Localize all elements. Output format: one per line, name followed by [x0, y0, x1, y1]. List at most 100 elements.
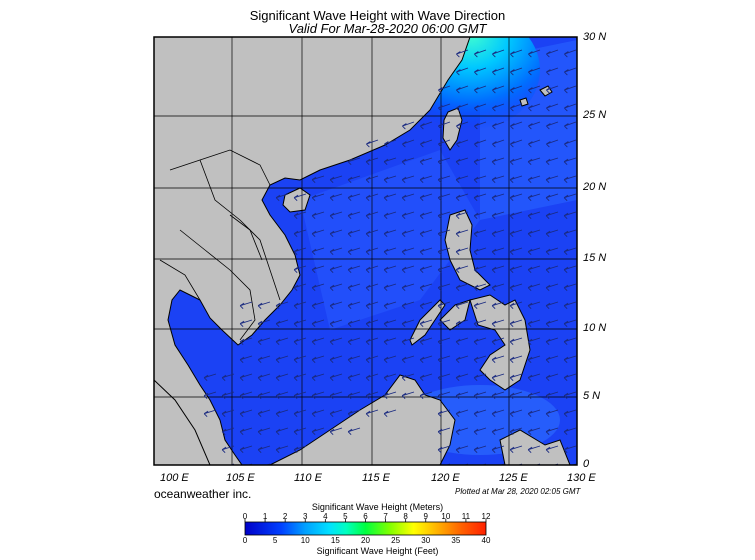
wave-arrow: [509, 265, 523, 273]
wave-arrow: [491, 193, 505, 201]
wave-arrow: [546, 103, 559, 112]
wave-arrow: [401, 211, 415, 219]
wave-arrow: [438, 139, 451, 148]
wave-arrow: [347, 355, 361, 363]
colorbar-meter-tick: 0: [242, 512, 248, 521]
wave-arrow: [311, 391, 325, 399]
wave-arrow: [347, 391, 361, 399]
wave-arrow: [383, 409, 397, 417]
wave-arrow: [383, 193, 397, 201]
wave-arrow: [384, 139, 397, 148]
wave-arrow: [329, 409, 343, 417]
wave-arrow: [545, 319, 559, 327]
wave-arrow: [491, 319, 505, 327]
lat-tick-label: 5 N: [583, 390, 601, 402]
wave-arrow: [257, 355, 271, 363]
wave-arrow: [347, 409, 361, 417]
wave-arrow: [293, 391, 307, 399]
brand-label: oceanweather inc.: [154, 487, 252, 501]
wave-arrow: [510, 121, 523, 130]
wave-arrow: [365, 175, 379, 183]
colorbar-meter-tick: 3: [303, 512, 308, 521]
wave-arrow: [383, 175, 397, 183]
country-borders: [159, 149, 281, 341]
wave-arrow: [474, 67, 487, 76]
wave-arrow: [545, 445, 559, 453]
wave-arrow: [329, 229, 343, 237]
wave-arrow: [491, 265, 505, 273]
wave-arrow: [401, 337, 415, 345]
wave-arrow: [455, 355, 469, 363]
wave-arrow: [527, 265, 541, 273]
wave-arrow: [563, 373, 577, 381]
wave-arrow: [401, 319, 415, 327]
wave-arrow: [347, 247, 361, 255]
wave-arrow: [329, 283, 343, 291]
wave-arrow: [311, 337, 325, 345]
wave-arrow: [474, 49, 487, 58]
wave-arrow: [437, 391, 451, 399]
wave-arrow: [383, 265, 397, 273]
plotted-timestamp: Plotted at Mar 28, 2020 02:05 GMT: [455, 487, 581, 496]
wave-arrow: [491, 283, 505, 291]
wave-arrow: [545, 211, 559, 219]
wave-arrow: [311, 355, 325, 363]
wave-arrow: [437, 373, 451, 381]
wave-arrow: [527, 337, 541, 345]
colorbar-feet-tick: 35: [451, 536, 461, 545]
wave-arrow: [528, 139, 541, 148]
wave-arrow: [329, 391, 343, 399]
lat-tick-label: 15 N: [583, 252, 607, 264]
wave-arrow: [365, 337, 379, 345]
wave-arrow: [257, 319, 271, 327]
wave-arrow: [347, 337, 361, 345]
wave-arrow: [456, 139, 469, 148]
wave-arrow: [473, 211, 487, 219]
wave-arrow: [473, 193, 487, 201]
wave-arrow: [311, 211, 325, 219]
wave-arrow: [257, 445, 271, 453]
wave-arrow: [239, 319, 253, 327]
wave-arrow: [491, 427, 505, 435]
wave-arrow: [221, 373, 235, 381]
wave-arrow: [419, 301, 433, 309]
wave-arrow: [509, 301, 523, 309]
colorbar-meter-tick: 7: [383, 512, 388, 521]
wave-arrow: [401, 229, 415, 237]
wave-arrow: [311, 373, 325, 381]
wave-arrow: [419, 229, 433, 237]
colorbar-feet-tick: 15: [330, 536, 340, 545]
wave-arrow: [473, 355, 487, 363]
wave-arrow: [437, 445, 451, 453]
wave-arrow: [383, 355, 397, 363]
wave-arrow: [528, 85, 541, 94]
colorbar-meter-tick: 5: [343, 512, 348, 521]
wave-arrow: [329, 337, 343, 345]
wave-arrow: [437, 355, 451, 363]
wave-arrow: [455, 265, 469, 273]
wave-arrow: [527, 211, 541, 219]
wave-arrow: [509, 427, 523, 435]
wave-arrow: [473, 445, 487, 453]
wave-arrow: [510, 103, 523, 112]
wave-arrow: [401, 355, 415, 363]
wave-arrow: [527, 319, 541, 327]
wave-arrow: [491, 301, 505, 309]
wave-arrow: [329, 319, 343, 327]
colorbar-meter-tick: 4: [323, 512, 328, 521]
wave-arrow: [221, 409, 235, 417]
wave-arrow: [365, 265, 379, 273]
colorbar-title-meters: Significant Wave Height (Meters): [311, 502, 444, 512]
wave-arrow: [293, 409, 307, 417]
wave-arrow: [293, 445, 307, 453]
wave-arrow: [401, 193, 415, 201]
colorbar-feet-tick: 25: [391, 536, 401, 545]
wave-arrow: [563, 301, 577, 309]
wave-arrow: [203, 391, 217, 399]
wave-arrow: [563, 211, 577, 219]
wave-arrow: [401, 247, 415, 255]
wave-arrow: [293, 373, 307, 381]
wave-arrow: [437, 247, 451, 255]
wave-arrow: [563, 157, 577, 165]
wave-arrow: [509, 319, 523, 327]
